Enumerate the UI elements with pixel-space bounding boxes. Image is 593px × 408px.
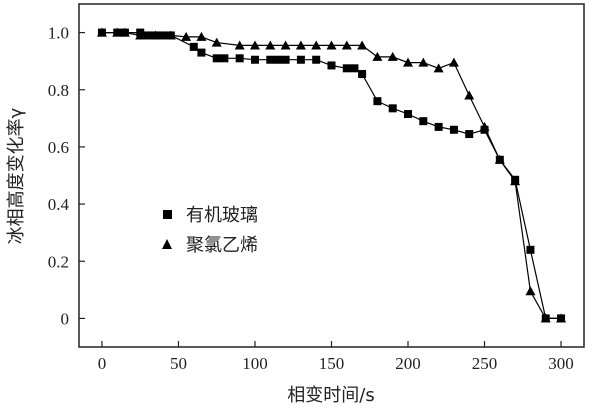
series-line-1 [102,31,561,319]
data-point-triangle [433,63,444,73]
data-point-square [266,55,275,64]
data-point-triangle [525,286,536,296]
data-point-square [350,64,359,73]
y-tick-label: 0 [61,309,70,328]
data-point-triangle [418,57,429,67]
data-point-square [197,48,206,57]
data-point-square [312,55,321,64]
data-point-square [404,110,413,119]
data-point-square [434,122,443,131]
data-point-square [220,54,229,63]
series-layer [96,27,567,323]
data-point-triangle [135,30,146,40]
data-point-triangle [211,37,222,47]
data-point-square [327,61,336,70]
data-point-triangle [234,40,245,50]
data-point-triangle [387,51,398,61]
y-tick-label: 0.6 [48,138,69,157]
data-point-triangle [372,51,383,61]
legend-label: 聚氯乙烯 [186,235,258,256]
data-point-triangle [494,154,505,164]
x-tick-label: 50 [170,354,187,373]
y-tick-label: 1.0 [48,24,69,43]
data-point-triangle [112,27,123,37]
data-point-triangle [311,40,322,50]
data-point-square [526,245,535,254]
legend-marker-triangle [162,239,172,249]
data-point-triangle [326,40,337,50]
axis-ticks [79,31,562,347]
data-point-triangle [265,40,276,50]
y-axis-tick-labels: 0 0.2 0.4 0.6 0.8 1.0 [48,24,70,329]
data-point-square [342,64,351,73]
x-tick-label: 100 [242,354,268,373]
data-point-square [419,117,428,126]
x-tick-label: 0 [98,354,107,373]
data-point-square [373,97,382,106]
data-point-triangle [403,57,414,67]
x-axis-tick-labels: 0 50 100 150 200 250 300 [98,354,574,373]
data-point-triangle [464,90,475,100]
data-point-triangle [510,176,521,186]
legend-label: 有机玻璃 [186,205,258,226]
legend: 有机玻璃 聚氯乙烯 [162,205,258,256]
data-point-triangle [540,313,551,323]
legend-marker-square [163,210,172,219]
y-tick-label: 0.8 [48,81,69,100]
data-point-square [465,130,474,139]
x-tick-label: 150 [319,354,345,373]
data-point-triangle [96,27,107,37]
series-line-0 [102,31,561,319]
data-point-square [235,54,244,63]
data-point-triangle [357,40,368,50]
data-point-triangle [556,313,567,323]
data-point-triangle [341,40,352,50]
plot-frame [78,3,585,348]
y-tick-label: 0.4 [48,195,70,214]
x-tick-label: 200 [395,354,421,373]
data-point-triangle [150,30,161,40]
data-point-square [296,55,305,64]
data-point-triangle [448,57,459,67]
data-point-square [189,42,198,51]
data-point-square [250,55,259,64]
data-point-triangle [479,121,490,131]
x-axis-title: 相变时间/s [287,385,374,406]
data-point-triangle [280,40,291,50]
data-point-square [358,70,367,79]
data-point-triangle [165,30,176,40]
x-tick-label: 300 [548,354,574,373]
data-point-square [388,104,397,113]
data-point-triangle [249,40,260,50]
data-point-triangle [196,31,207,41]
data-point-triangle [295,40,306,50]
x-tick-label: 250 [472,354,498,373]
data-point-square [449,125,458,134]
data-point-square [212,54,221,63]
data-point-triangle [181,31,192,41]
data-point-square [273,55,282,64]
data-point-triangle [119,27,130,37]
data-point-square [281,55,290,64]
y-tick-label: 0.2 [48,252,69,271]
y-axis-title: 冰相高度变化率γ [6,107,27,244]
